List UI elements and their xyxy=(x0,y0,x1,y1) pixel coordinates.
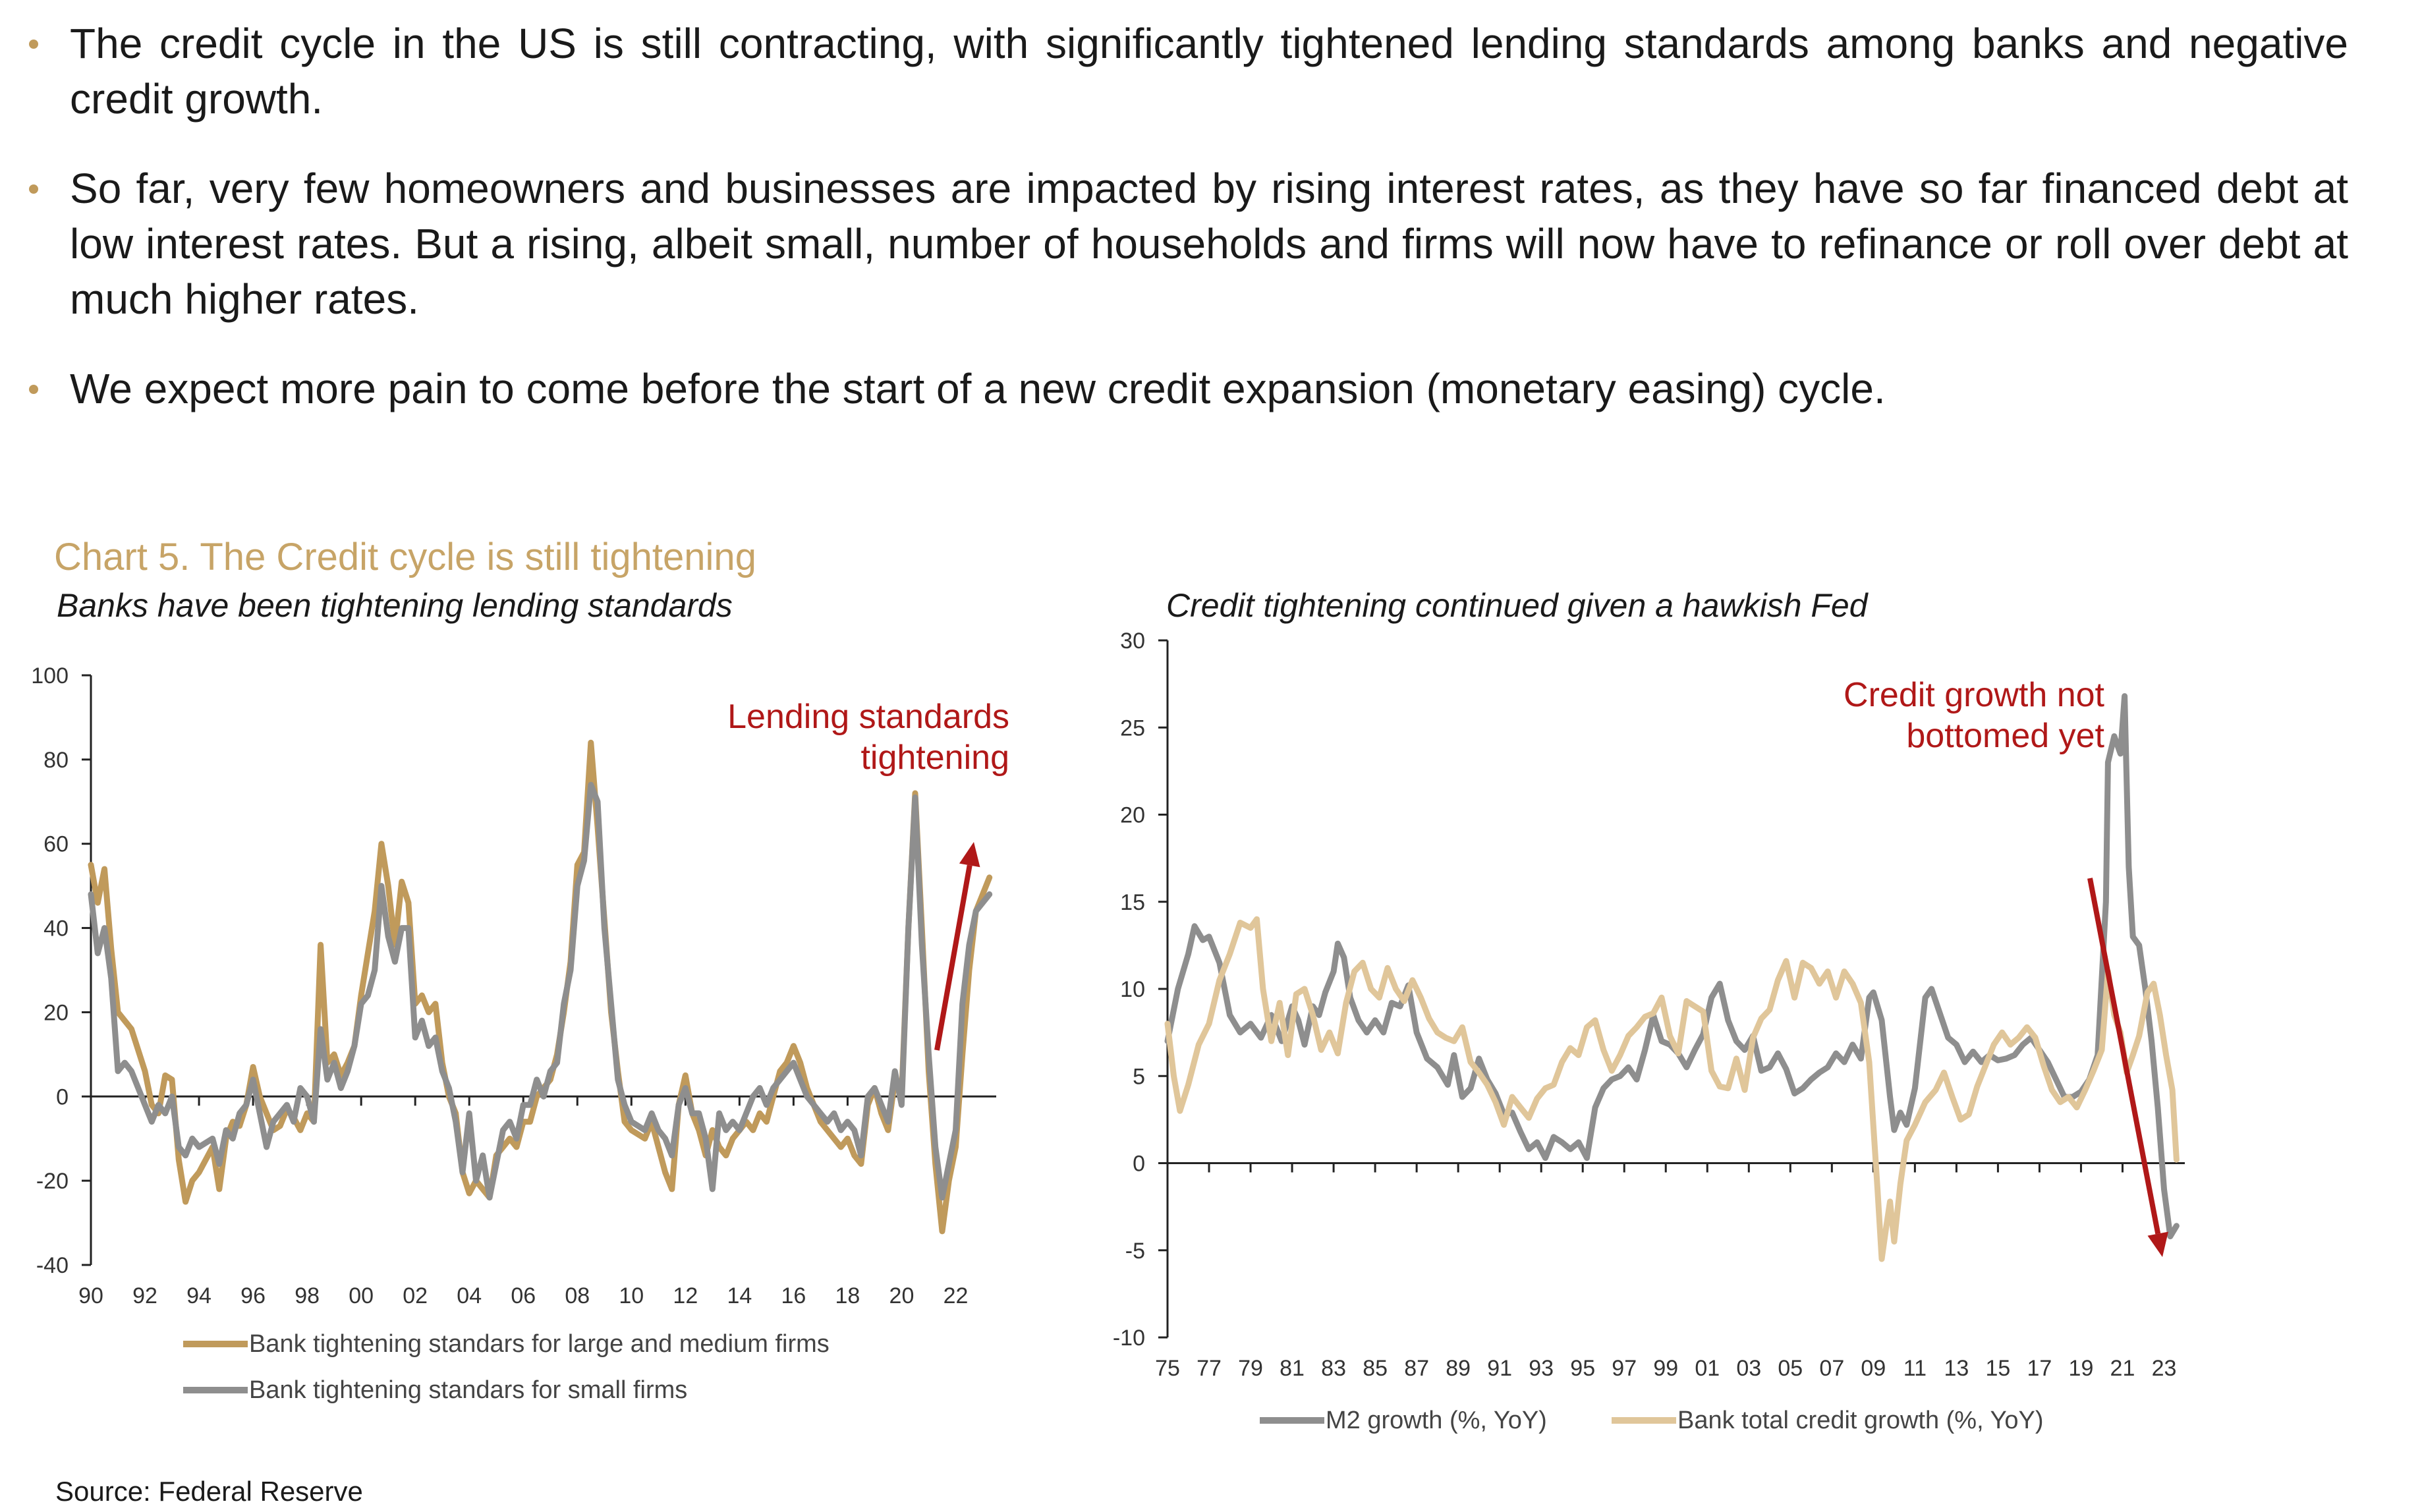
left-y-tick-label: 60 xyxy=(43,832,69,857)
bullet-text: The credit cycle in the US is still cont… xyxy=(70,20,2348,123)
left-annotation-text: tightening xyxy=(860,739,1009,777)
right-x-tick-label: 05 xyxy=(1778,1356,1803,1381)
right-x-tick-label: 89 xyxy=(1446,1356,1471,1381)
right-x-tick-label: 11 xyxy=(1903,1356,1927,1381)
left-x-tick-label: 96 xyxy=(240,1283,266,1308)
left-y-tick-label: -40 xyxy=(36,1253,69,1278)
left-x-tick-label: 20 xyxy=(889,1283,915,1308)
right-x-tick-label: 87 xyxy=(1404,1356,1429,1381)
right-y-tick-label: 10 xyxy=(1120,977,1145,1002)
right-annotation-text: bottomed yet xyxy=(1906,717,2104,755)
bullet-dot-icon xyxy=(29,385,38,394)
left-series-2-line xyxy=(88,781,993,1201)
bullet-dot-icon xyxy=(29,40,38,49)
left-y-tick-label: 100 xyxy=(31,663,69,688)
right-y-tick-label: 20 xyxy=(1120,803,1145,828)
right-y-tick-label: 5 xyxy=(1133,1064,1145,1089)
right-x-tick-label: 75 xyxy=(1155,1356,1180,1381)
bullet-list: The credit cycle in the US is still cont… xyxy=(29,16,2348,451)
right-x-tick-label: 13 xyxy=(1944,1356,1969,1381)
right-y-tick-label: 0 xyxy=(1133,1152,1145,1177)
left-annotation-text: Lending standards xyxy=(727,698,1009,736)
left-legend-label: Bank tightening standars for small firms xyxy=(249,1376,687,1404)
right-legend-label: M2 growth (%, YoY) xyxy=(1326,1407,1547,1434)
bullet-item: We expect more pain to come before the s… xyxy=(29,361,2348,416)
right-legend-label: Bank total credit growth (%, YoY) xyxy=(1677,1407,2044,1434)
right-x-tick-label: 97 xyxy=(1612,1356,1637,1381)
source-note: Source: Federal Reserve xyxy=(55,1476,363,1507)
right-y-tick-label: 25 xyxy=(1120,715,1145,741)
right-x-tick-label: 95 xyxy=(1570,1356,1595,1381)
right-y-tick-label: 30 xyxy=(1120,629,1145,654)
right-x-tick-label: 91 xyxy=(1487,1356,1512,1381)
left-y-tick-label: 80 xyxy=(43,748,69,773)
right-x-tick-label: 17 xyxy=(2027,1356,2052,1381)
left-x-tick-label: 10 xyxy=(619,1283,644,1308)
right-x-tick-label: 21 xyxy=(2110,1356,2135,1381)
left-y-tick-label: 40 xyxy=(43,916,69,941)
left-arrow-icon xyxy=(934,864,972,1051)
right-series-1-line xyxy=(1164,693,2180,1240)
chart-title: Chart 5. The Credit cycle is still tight… xyxy=(54,536,756,578)
left-x-tick-label: 92 xyxy=(132,1283,157,1308)
left-x-tick-label: 98 xyxy=(295,1283,320,1308)
left-chart-subtitle: Banks have been tightening lending stand… xyxy=(57,587,733,624)
right-x-tick-label: 09 xyxy=(1861,1356,1886,1381)
right-chart-subtitle: Credit tightening continued given a hawk… xyxy=(1166,587,1868,624)
right-x-tick-label: 81 xyxy=(1280,1356,1305,1381)
right-y-tick-label: 15 xyxy=(1120,890,1145,915)
right-x-tick-label: 07 xyxy=(1819,1356,1844,1381)
right-arrow-icon xyxy=(2087,878,2161,1235)
right-x-tick-label: 99 xyxy=(1653,1356,1678,1381)
right-x-tick-label: 83 xyxy=(1321,1356,1346,1381)
left-x-tick-label: 94 xyxy=(186,1283,211,1308)
left-x-tick-label: 06 xyxy=(511,1283,536,1308)
left-legend-label: Bank tightening standars for large and m… xyxy=(249,1330,830,1358)
right-x-tick-label: 19 xyxy=(2069,1356,2094,1381)
right-x-tick-label: 03 xyxy=(1736,1356,1761,1381)
right-y-tick-label: -5 xyxy=(1125,1239,1145,1264)
bullet-text: So far, very few homeowners and business… xyxy=(70,165,2348,323)
bullet-dot-icon xyxy=(29,184,38,194)
left-x-tick-label: 12 xyxy=(673,1283,698,1308)
left-y-tick-label: -20 xyxy=(36,1169,69,1194)
left-x-tick-label: 16 xyxy=(781,1283,806,1308)
bullet-text: We expect more pain to come before the s… xyxy=(70,365,1886,412)
bullet-item: So far, very few homeowners and business… xyxy=(29,161,2348,327)
right-x-tick-label: 15 xyxy=(1985,1356,2010,1381)
left-x-tick-label: 04 xyxy=(457,1283,482,1308)
left-y-tick-label: 20 xyxy=(43,1000,69,1025)
left-y-tick-label: 0 xyxy=(56,1084,69,1109)
right-x-tick-label: 01 xyxy=(1695,1356,1720,1381)
right-x-tick-label: 85 xyxy=(1363,1356,1388,1381)
left-arrow-head-icon xyxy=(959,842,980,868)
left-x-tick-label: 14 xyxy=(727,1283,752,1308)
left-x-tick-label: 08 xyxy=(565,1283,590,1308)
right-series-2-line xyxy=(1164,916,2180,1262)
bullet-item: The credit cycle in the US is still cont… xyxy=(29,16,2348,126)
right-x-tick-label: 23 xyxy=(2152,1356,2177,1381)
right-x-tick-label: 77 xyxy=(1197,1356,1222,1381)
left-series-1-line xyxy=(88,739,993,1235)
right-x-tick-label: 93 xyxy=(1529,1356,1554,1381)
left-x-tick-label: 00 xyxy=(349,1283,374,1308)
right-y-tick-label: -10 xyxy=(1113,1326,1145,1351)
right-annotation-text: Credit growth not xyxy=(1844,676,2105,714)
left-x-tick-label: 22 xyxy=(943,1283,969,1308)
right-arrow-head-icon xyxy=(2147,1231,2168,1257)
left-x-tick-label: 18 xyxy=(835,1283,860,1308)
left-x-tick-label: 02 xyxy=(403,1283,428,1308)
left-x-tick-label: 90 xyxy=(78,1283,103,1308)
right-x-tick-label: 79 xyxy=(1238,1356,1263,1381)
